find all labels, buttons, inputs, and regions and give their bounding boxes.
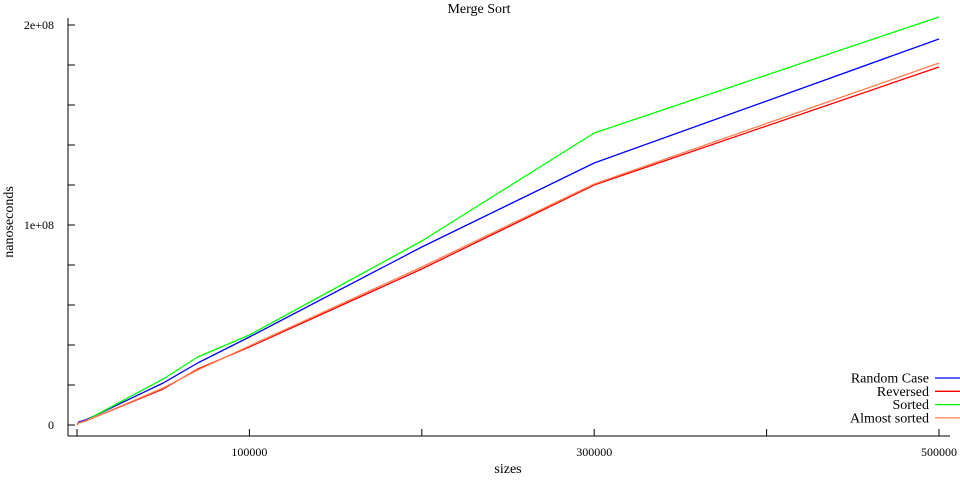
x-tick-label-5: 500000 [921, 445, 957, 459]
series-line-sorted [76, 16, 940, 426]
series-line-almost-sorted [76, 62, 940, 426]
legend-label-almost-sorted: Almost sorted [850, 411, 929, 426]
legend-label-sorted: Sorted [892, 398, 929, 413]
y-axis-label: nanoseconds [2, 186, 17, 258]
chart-title: Merge Sort [447, 2, 510, 17]
x-tick-label-3: 300000 [576, 445, 612, 459]
y-tick-label-5: 1e+08 [24, 218, 54, 232]
series-line-random-case [76, 38, 940, 426]
y-tick-label-0: 0 [48, 418, 54, 432]
x-tick-label-1: 100000 [231, 445, 267, 459]
y-tick-label-10: 2e+08 [24, 18, 54, 32]
series-line-reversed [76, 66, 940, 426]
legend-label-reversed: Reversed [877, 385, 929, 400]
legend-label-random-case: Random Case [851, 372, 929, 387]
x-axis-label: sizes [494, 462, 521, 477]
